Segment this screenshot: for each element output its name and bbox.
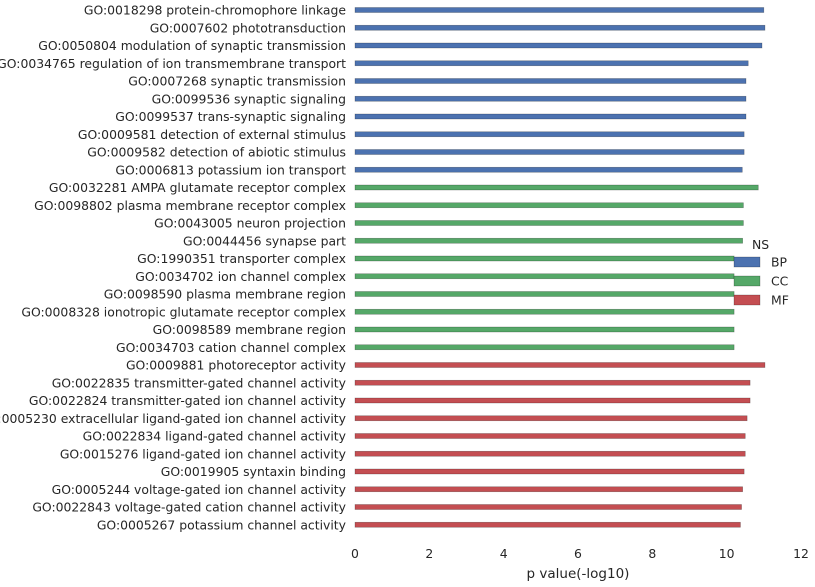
bar-cc <box>354 273 735 280</box>
bar-mf <box>354 397 751 404</box>
x-tick-label: 10 <box>719 546 735 561</box>
legend-swatch-mf <box>733 294 761 306</box>
bar-mf <box>354 468 745 475</box>
x-tick-label: 12 <box>793 546 809 561</box>
category-label: GO:0005230 extracellular ligand-gated io… <box>0 411 346 426</box>
bars-group <box>354 7 766 528</box>
x-axis-label: p value(-log10) <box>527 566 630 582</box>
category-label: GO:0034765 regulation of ion transmembra… <box>0 56 346 71</box>
x-tick-label: 4 <box>500 546 508 561</box>
x-tick-label: 8 <box>648 546 656 561</box>
x-tick-label: 0 <box>351 546 359 561</box>
legend-swatch-bp <box>733 256 761 268</box>
bar-bp <box>354 42 763 49</box>
bar-cc <box>354 220 744 226</box>
category-label: GO:0050804 modulation of synaptic transm… <box>38 38 346 53</box>
bar-bp <box>354 113 747 120</box>
category-label: GO:1990351 transporter complex <box>137 251 346 266</box>
bar-cc <box>354 308 735 315</box>
category-label: GO:0022824 transmitter-gated ion channel… <box>29 393 346 408</box>
category-label: GO:0009582 detection of abiotic stimulus <box>87 145 346 160</box>
bar-mf <box>354 504 742 510</box>
category-label: GO:0099537 trans-synaptic signaling <box>115 109 346 124</box>
category-label: GO:0098802 plasma membrane receptor comp… <box>34 198 346 213</box>
category-label: GO:0008328 ionotropic glutamate receptor… <box>21 304 346 319</box>
legend-label-cc: CC <box>771 274 788 289</box>
bar-mf <box>354 362 766 368</box>
x-tick-label: 2 <box>425 546 433 561</box>
legend-label-bp: BP <box>771 255 788 270</box>
bar-bp <box>354 78 747 84</box>
category-label: GO:0098589 membrane region <box>153 322 346 337</box>
bar-mf <box>354 521 741 528</box>
category-label: GO:0005244 voltage-gated ion channel act… <box>52 482 346 497</box>
bar-bp <box>354 149 745 155</box>
bar-cc <box>354 344 735 351</box>
category-label: GO:0022843 voltage-gated cation channel … <box>32 500 346 515</box>
bar-cc <box>354 202 744 209</box>
category-label: GO:0018298 protein-chromophore linkage <box>84 3 346 18</box>
bar-bp <box>354 131 745 138</box>
bar-cc <box>354 326 735 333</box>
category-label: GO:0022834 ligand-gated channel activity <box>83 429 346 444</box>
bar-mf <box>354 379 751 386</box>
bar-bp <box>354 60 749 67</box>
bar-bp <box>354 166 743 173</box>
bar-cc <box>354 291 735 297</box>
bar-bp <box>354 24 766 31</box>
category-label: GO:0007268 synaptic transmission <box>128 74 346 89</box>
bar-cc <box>354 237 743 244</box>
category-label: GO:0009881 photoreceptor activity <box>126 358 346 373</box>
category-label: GO:0098590 plasma membrane region <box>104 287 346 302</box>
category-label: GO:0022835 transmitter-gated channel act… <box>52 375 346 390</box>
category-label: GO:0009581 detection of external stimulu… <box>78 127 346 142</box>
category-label: GO:0099536 synaptic signaling <box>152 91 346 106</box>
bar-mf <box>354 433 746 439</box>
bar-mf <box>354 450 746 457</box>
legend: NS BP CC MF <box>733 237 789 308</box>
x-axis-ticks: 0 2 4 6 8 10 12 <box>351 546 809 561</box>
bar-mf <box>354 486 743 493</box>
legend-title: NS <box>752 237 769 252</box>
category-label: GO:0007602 phototransduction <box>150 20 346 35</box>
category-label: GO:0044456 synapse part <box>183 233 346 248</box>
legend-label-mf: MF <box>771 293 789 308</box>
category-label: GO:0019905 syntaxin binding <box>161 464 346 479</box>
bar-bp <box>354 95 747 102</box>
category-label: GO:0043005 neuron projection <box>154 216 346 231</box>
bar-cc <box>354 184 759 191</box>
bar-mf <box>354 415 748 422</box>
category-label: GO:0032281 AMPA glutamate receptor compl… <box>49 180 346 195</box>
category-label: GO:0034703 cation channel complex <box>116 340 346 355</box>
category-label: GO:0006813 potassium ion transport <box>115 162 346 177</box>
bar-cc <box>354 255 735 262</box>
category-label: GO:0034702 ion channel complex <box>135 269 346 284</box>
x-tick-label: 6 <box>574 546 582 561</box>
category-label: GO:0015276 ligand-gated ion channel acti… <box>60 446 346 461</box>
category-label: GO:0005267 potassium channel activity <box>97 517 346 532</box>
legend-swatch-cc <box>733 275 761 287</box>
bar-bp <box>354 7 765 13</box>
category-labels: GO:0018298 protein-chromophore linkage GO… <box>0 3 346 533</box>
